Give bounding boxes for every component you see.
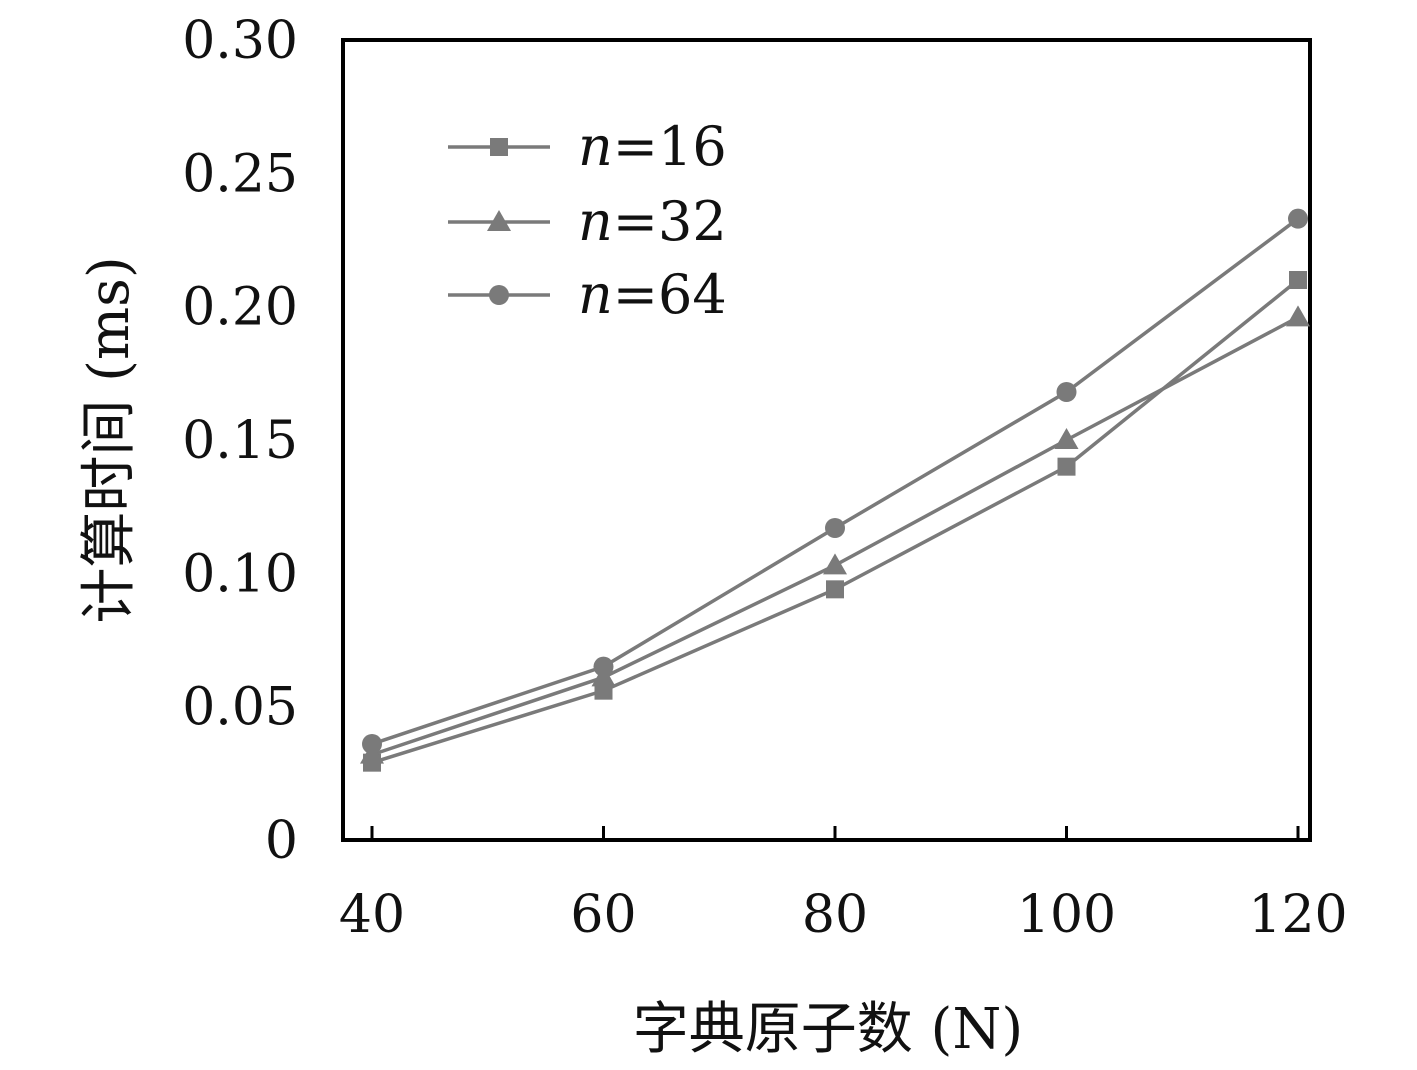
series-layer [360, 208, 1310, 772]
y-tick-label: 0.05 [182, 678, 298, 738]
legend-item: n=32 [448, 190, 727, 253]
y-tick-label: 0.30 [182, 11, 298, 71]
legend-marker-square [490, 138, 508, 156]
legend-label: n=64 [578, 263, 727, 326]
data-point-square [826, 580, 844, 599]
data-point-circle [593, 656, 614, 677]
y-tick-label: 0 [265, 811, 298, 871]
x-axis-title: 字典原子数 (N) [633, 997, 1024, 1062]
series-square [363, 271, 1307, 772]
plot-frame [341, 38, 1312, 842]
data-point-square [1289, 271, 1307, 289]
data-point-triangle [1286, 305, 1310, 327]
plot-border [341, 38, 1312, 842]
data-point-circle [825, 518, 845, 538]
series-line [371, 217, 1300, 746]
y-tick-label: 0.10 [182, 544, 298, 604]
legend-label: n=16 [578, 115, 727, 178]
legend: n=16 n=32 n=64 [448, 115, 727, 326]
y-tick-label: 0.25 [182, 144, 298, 204]
x-tick-label: 120 [1248, 885, 1347, 945]
data-point-triangle [1054, 428, 1079, 449]
y-tick-label: 0.15 [182, 411, 298, 471]
legend-item: n=16 [448, 115, 727, 178]
data-point-square [1057, 457, 1076, 476]
y-axis-title: 计算时间 (ms) [77, 256, 142, 623]
legend-item: n=64 [448, 263, 727, 326]
y-tick-label: 0.20 [182, 278, 298, 338]
x-tick-label: 80 [802, 885, 868, 945]
x-tick-label: 100 [1017, 885, 1116, 945]
legend-label: n=32 [578, 190, 727, 253]
data-point-triangle [823, 553, 847, 575]
data-point-circle [1288, 208, 1308, 229]
data-point-circle [362, 734, 382, 754]
series-circle [362, 208, 1308, 754]
legend-marker-triangle [487, 210, 511, 231]
legend-marker-circle [489, 285, 509, 305]
y-axis-ticks: 0 0.05 0.10 0.15 0.20 0.25 0.30 [182, 11, 298, 871]
data-point-circle [1056, 382, 1077, 402]
x-axis-ticks: 40 60 80 100 120 [339, 826, 1348, 945]
x-tick-label: 60 [570, 885, 636, 945]
x-tick-label: 40 [339, 885, 405, 945]
